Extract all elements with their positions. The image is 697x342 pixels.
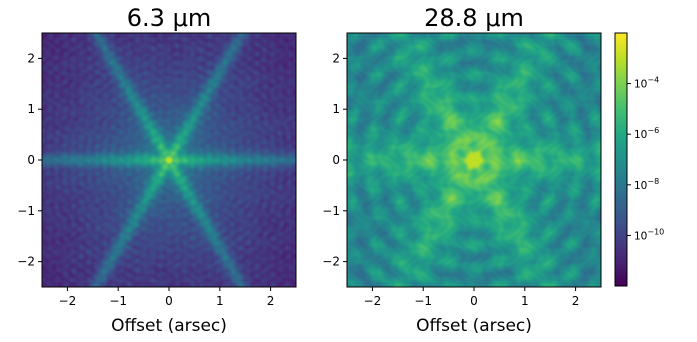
x-ticks: −2 −1 0 1 2 xyxy=(59,287,275,308)
y-ticks: −2 −1 0 1 2 xyxy=(17,51,42,269)
x-tick-label: −1 xyxy=(109,294,127,308)
heatmap-image xyxy=(42,33,296,287)
x-tick-label: −2 xyxy=(364,294,382,308)
y-tick-label: 2 xyxy=(332,51,340,65)
y-tick-label: 2 xyxy=(27,51,35,65)
y-tick-label: −1 xyxy=(17,204,35,218)
panel-title: 6.3 μm xyxy=(127,4,211,32)
y-tick-label: −2 xyxy=(17,255,35,269)
y-ticks: −2 −1 0 1 2 xyxy=(322,51,347,269)
colorbar-tick-label: 10−10 xyxy=(634,227,664,242)
y-tick-label: 0 xyxy=(27,153,35,167)
y-tick-label: −2 xyxy=(322,255,340,269)
colorbar-gradient xyxy=(615,33,627,286)
x-axis-label: Offset (arsec) xyxy=(111,316,227,336)
x-axis-label: Offset (arsec) xyxy=(416,316,532,336)
colorbar-tick-label: 10−8 xyxy=(634,177,659,192)
panel-6um: 6.3 μm −2 −1 0 1 2 −2 −1 0 1 2 Offset (arsec) xyxy=(17,4,297,336)
x-tick-label: 0 xyxy=(165,294,173,308)
y-tick-label: 1 xyxy=(332,102,340,116)
colorbar-frame xyxy=(614,32,628,287)
panel-28um: 28.8 μm −2 −1 0 1 2 −2 −1 0 1 2 Offset (arsec) xyxy=(322,4,602,336)
colorbar-tick-label: 10−4 xyxy=(634,76,659,91)
panel-title: 28.8 μm xyxy=(424,4,524,32)
y-tick-label: 0 xyxy=(332,153,340,167)
x-tick-label: −2 xyxy=(59,294,77,308)
x-tick-label: −1 xyxy=(414,294,432,308)
colorbar-ticks: 10−4 10−6 10−8 10−10 xyxy=(627,76,664,242)
heatmap-image xyxy=(347,33,601,287)
y-tick-label: −1 xyxy=(322,204,340,218)
colorbar: 10−4 10−6 10−8 10−10 xyxy=(614,32,664,287)
x-tick-label: 2 xyxy=(267,294,275,308)
x-tick-label: 1 xyxy=(216,294,224,308)
x-tick-label: 1 xyxy=(521,294,529,308)
x-tick-label: 2 xyxy=(572,294,580,308)
x-ticks: −2 −1 0 1 2 xyxy=(364,287,580,308)
colorbar-tick-label: 10−6 xyxy=(634,126,659,141)
x-tick-label: 0 xyxy=(470,294,478,308)
y-tick-label: 1 xyxy=(27,102,35,116)
